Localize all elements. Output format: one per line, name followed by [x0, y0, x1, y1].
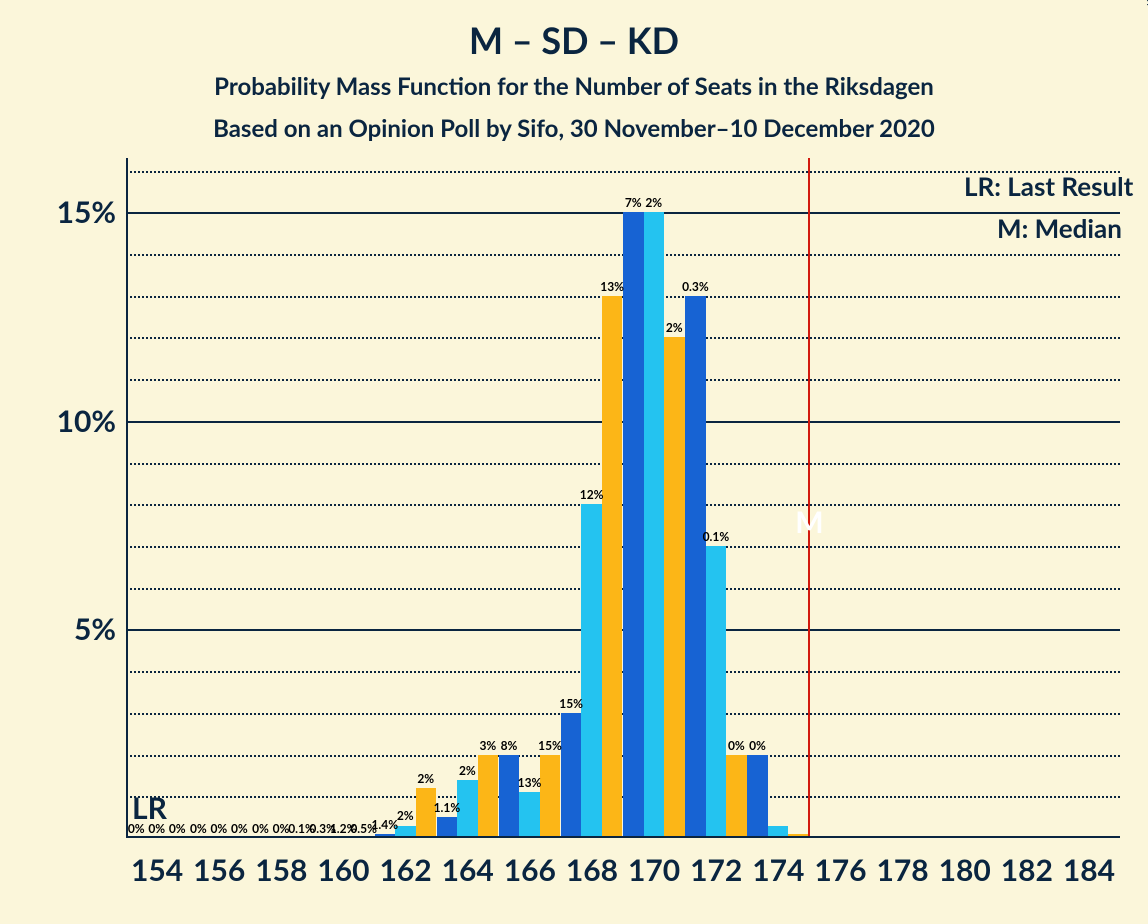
xtick-label: 170 [628, 852, 680, 888]
bar-value-label: 0% [252, 821, 269, 836]
y-axis-line [126, 158, 128, 838]
bar [478, 755, 499, 838]
bar-value-label: 0.3% [682, 279, 709, 294]
bar [664, 337, 685, 838]
xtick-label: 178 [876, 852, 928, 888]
xtick-label: 184 [1063, 852, 1115, 888]
bar-value-label: 1.1% [434, 800, 461, 815]
bar [540, 755, 561, 838]
bar [437, 817, 458, 838]
bar-value-label: 0% [273, 821, 290, 836]
xtick-label: 168 [566, 852, 618, 888]
lr-marker: LR [132, 790, 167, 826]
xtick-label: 164 [442, 852, 494, 888]
bar-value-label: 2% [666, 320, 683, 335]
bars-container: 0%0%0%0%0%0%0%0%0.1%0.3%1.2%0.5%1.4%2%2%… [126, 158, 1120, 838]
chart-subtitle-2: Based on an Opinion Poll by Sifo, 30 Nov… [0, 114, 1148, 143]
bar [747, 755, 768, 838]
bar-value-label: 2% [397, 808, 414, 823]
chart-title: M – SD – KD [0, 18, 1148, 62]
xtick-label: 182 [1001, 852, 1053, 888]
median-label: M [795, 504, 823, 540]
xtick-label: 180 [939, 852, 991, 888]
bar-value-label: 13% [518, 775, 542, 790]
bar-value-label: 1.4% [371, 817, 398, 832]
bar-value-label: 8% [501, 738, 518, 753]
bar-value-label: 0% [749, 738, 766, 753]
xtick-label: 156 [193, 852, 245, 888]
copyright-text: © 2020 Filip van Laenen [1144, 0, 1148, 6]
bar-value-label: 3% [479, 738, 496, 753]
bar-value-label: 12% [580, 487, 604, 502]
xtick-label: 172 [690, 852, 742, 888]
bar [706, 546, 727, 838]
x-axis-line [126, 836, 1120, 838]
xtick-label: 166 [504, 852, 556, 888]
bar-value-label: 2% [417, 771, 434, 786]
bar-value-label: 7% [625, 195, 642, 210]
bar-value-label: 0% [231, 821, 248, 836]
bar-value-label: 0% [210, 821, 227, 836]
bar [644, 212, 665, 838]
bar-value-label: 15% [559, 696, 583, 711]
bar [726, 755, 747, 838]
bar-value-label: 15% [538, 738, 562, 753]
bar-value-label: 0% [728, 738, 745, 753]
xtick-label: 176 [814, 852, 866, 888]
legend-m: M: Median [997, 212, 1122, 244]
ytick-label: 15% [10, 194, 116, 230]
legend-lr: LR: Last Result [964, 170, 1133, 202]
bar [561, 713, 582, 838]
xtick-label: 160 [317, 852, 369, 888]
plot-area: 0%0%0%0%0%0%0%0%0.1%0.3%1.2%0.5%1.4%2%2%… [126, 158, 1120, 838]
median-line [808, 158, 810, 838]
bar [623, 212, 644, 838]
bar [685, 296, 706, 838]
ytick-label: 5% [10, 611, 116, 647]
xtick-label: 174 [752, 852, 804, 888]
xtick-label: 162 [379, 852, 431, 888]
bar [581, 504, 602, 838]
bar-value-label: 2% [645, 195, 662, 210]
bar [602, 296, 623, 838]
bar-value-label: 0.1% [703, 529, 730, 544]
ytick-label: 10% [10, 403, 116, 439]
bar [499, 755, 520, 838]
xtick-label: 154 [131, 852, 183, 888]
xtick-label: 158 [255, 852, 307, 888]
bar [519, 792, 540, 838]
bar-value-label: 0% [190, 821, 207, 836]
bar-value-label: 2% [459, 763, 476, 778]
bar-value-label: 13% [600, 279, 624, 294]
chart-subtitle-1: Probability Mass Function for the Number… [0, 72, 1148, 101]
bar-value-label: 0% [169, 821, 186, 836]
